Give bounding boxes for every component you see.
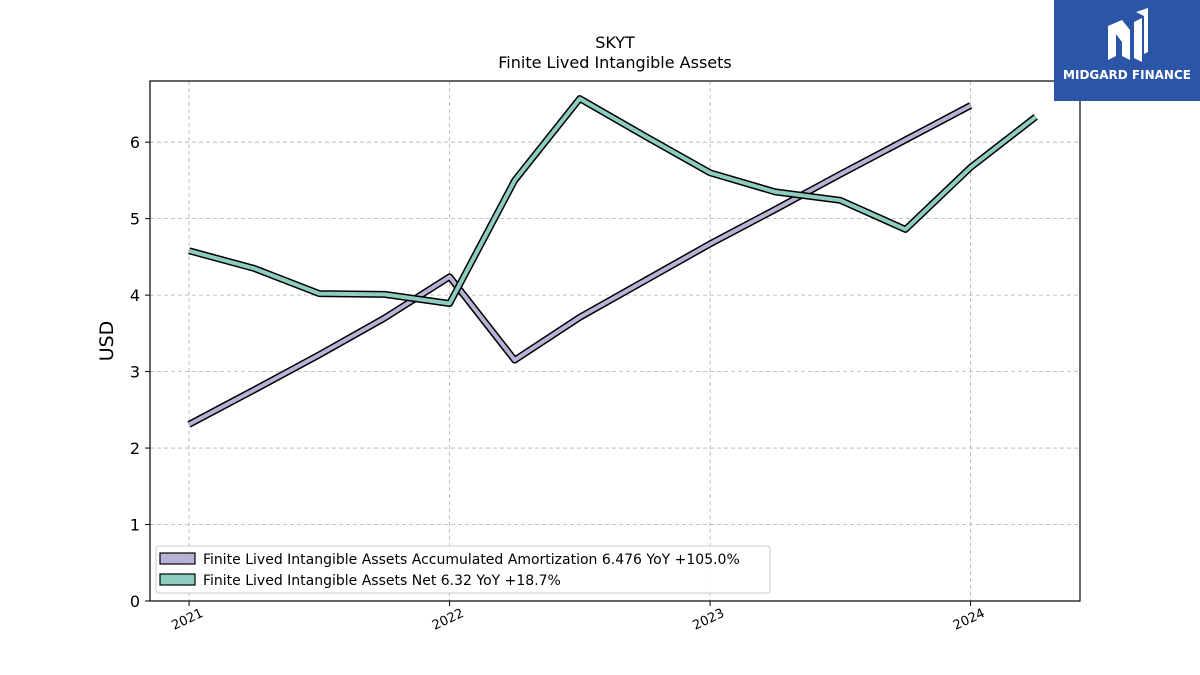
x-tick-label: 2023 (690, 606, 726, 634)
y-tick-label: 3 (130, 363, 140, 382)
midgard-logo-icon (1108, 8, 1148, 62)
brand-logo: MIDGARD FINANCE (1054, 0, 1200, 101)
legend-label-net: Finite Lived Intangible Assets Net 6.32 … (203, 573, 561, 589)
logo-text: MIDGARD FINANCE (1063, 68, 1191, 82)
chart-subtitle: Finite Lived Intangible Assets (498, 53, 731, 72)
series-outline-amortization (187, 102, 973, 428)
grid (150, 81, 1080, 602)
series-line-net (188, 96, 1037, 306)
y-axis: 0 1 2 3 4 5 6 (130, 133, 150, 611)
y-tick-label: 2 (130, 439, 140, 458)
x-tick-label: 2021 (169, 606, 205, 634)
y-tick-label: 6 (130, 133, 140, 152)
y-tick-label: 0 (130, 592, 140, 611)
y-tick-label: 1 (130, 516, 140, 535)
series-outline-net (188, 95, 1038, 307)
legend-swatch-amortization (159, 552, 196, 565)
legend-swatch-net (159, 573, 196, 586)
y-tick-label: 4 (130, 286, 140, 305)
y-tick-label: 5 (130, 210, 140, 229)
x-tick-label: 2024 (951, 606, 987, 634)
x-axis: 2021 2022 2023 2024 (169, 601, 987, 634)
plot-frame (149, 80, 1081, 602)
legend-label-amortization: Finite Lived Intangible Assets Accumulat… (203, 552, 740, 568)
series-line-amortization (188, 103, 972, 427)
series-layer (187, 95, 1038, 428)
chart-title: SKYT (595, 33, 635, 52)
legend-box (155, 545, 771, 594)
y-axis-label: USD (96, 321, 118, 362)
legend: Finite Lived Intangible Assets Accumulat… (155, 545, 771, 594)
x-tick-label: 2022 (430, 606, 466, 634)
